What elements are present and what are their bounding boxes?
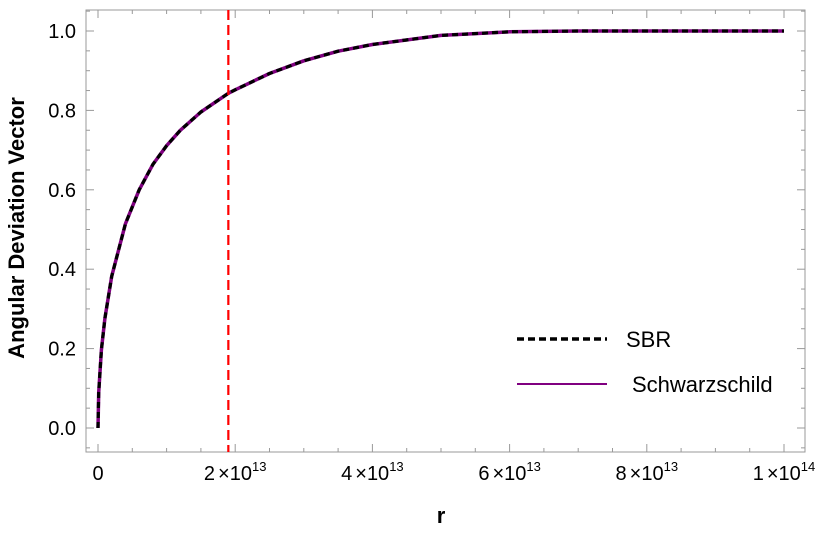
x-tick-label: 6 ×1013 (478, 459, 541, 485)
x-tick-label: 4 ×1013 (341, 459, 404, 485)
legend: SBR Schwarzschild (517, 327, 773, 397)
y-tick-label: 0.0 (48, 418, 76, 440)
y-tick-label: 0.2 (48, 339, 76, 361)
legend-label-schwarzschild: Schwarzschild (632, 372, 773, 397)
y-tick-label: 1.0 (48, 21, 76, 43)
y-tick-label: 0.8 (48, 100, 76, 122)
series-line-sbr (96, 29, 784, 429)
x-axis-label: r (437, 503, 446, 528)
tick-marks (86, 10, 805, 452)
plot-border (85, 9, 806, 453)
y-tick-label: 0.4 (48, 259, 76, 281)
x-tick-label: 2 ×1013 (204, 459, 267, 485)
y-tick-labels: 0.0 0.2 0.4 0.6 0.8 1.0 (48, 21, 76, 440)
legend-label-sbr: SBR (626, 327, 671, 352)
x-tick-labels: 0 2 ×1013 4 ×1013 6 ×1013 8 ×1013 1 ×1014 (92, 459, 815, 485)
series-lines (96, 29, 784, 429)
y-tick-label: 0.6 (48, 180, 76, 202)
y-axis-label: Angular Deviation Vector (4, 97, 29, 359)
plot-frame (85, 9, 806, 453)
x-tick-label: 1 ×1014 (753, 459, 816, 485)
x-tick-label: 0 (92, 463, 103, 485)
series-line-schwarzschild (96, 29, 784, 429)
x-tick-label: 8 ×1013 (616, 459, 679, 485)
